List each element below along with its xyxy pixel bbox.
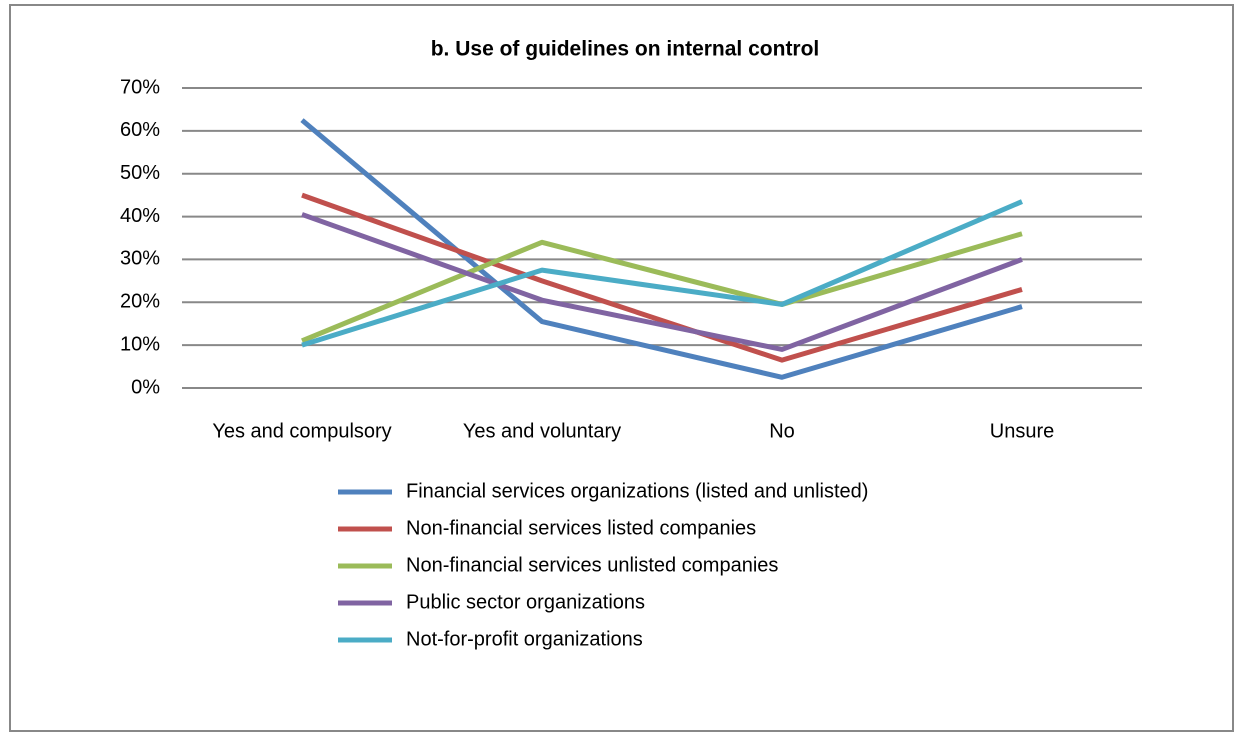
y-tick-label: 10% [120, 333, 160, 355]
series-line [301, 231, 1023, 344]
legend-label: Non-financial services listed companies [406, 517, 756, 539]
y-tick-label: 0% [131, 376, 160, 398]
series-line [301, 192, 1023, 363]
series-line [301, 212, 1023, 352]
chart-title: b. Use of guidelines on internal control [431, 38, 820, 61]
series-line [301, 199, 1023, 348]
y-tick-label: 50% [120, 162, 160, 184]
legend-label: Public sector organizations [406, 591, 645, 613]
y-tick-label: 30% [120, 248, 160, 270]
x-tick-label: No [769, 420, 795, 442]
x-tick-label: Yes and compulsory [212, 420, 391, 442]
chart-border [9, 4, 1234, 732]
legend-label: Non-financial services unlisted companie… [406, 554, 778, 576]
x-tick-label: Unsure [990, 420, 1054, 442]
legend-label: Not-for-profit organizations [406, 628, 643, 650]
y-tick-label: 60% [120, 119, 160, 141]
x-tick-label: Yes and voluntary [463, 420, 621, 442]
y-tick-label: 70% [120, 76, 160, 98]
series-line [300, 118, 1023, 380]
legend-label: Financial services organizations (listed… [406, 480, 868, 502]
y-tick-label: 20% [120, 291, 160, 313]
y-tick-label: 40% [120, 205, 160, 227]
